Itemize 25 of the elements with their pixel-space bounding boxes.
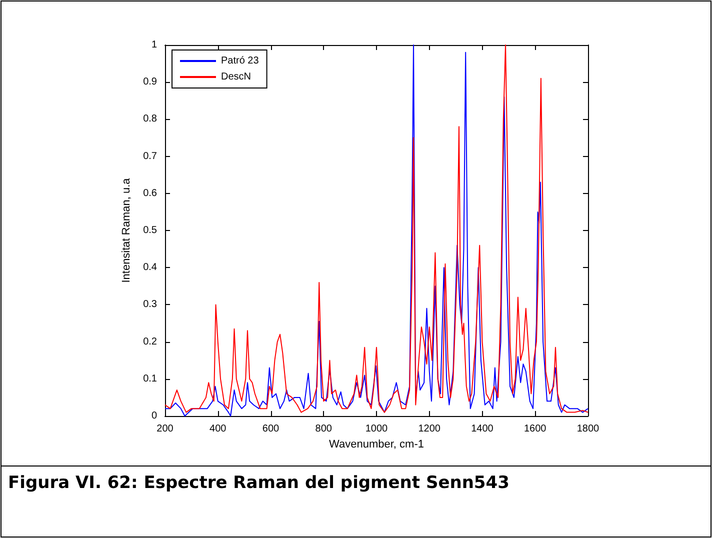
y-tick-label: 1 [151, 40, 158, 50]
y-tick-label: 0.5 [143, 225, 158, 236]
legend-label: DescN [221, 72, 252, 82]
y-tick-label: 0.6 [143, 188, 158, 199]
x-tick-label: 1000 [365, 424, 388, 434]
x-axis-title: Wavenumber, cm-1 [329, 438, 424, 450]
x-tick-label: 1800 [576, 424, 600, 434]
x-tick-label: 1400 [471, 424, 494, 434]
x-tick-label: 200 [156, 424, 174, 434]
y-tick-label: 0.2 [143, 336, 158, 348]
x-tick-label: 600 [262, 424, 280, 434]
legend-label: Patró 23 [221, 56, 260, 66]
x-tick-label: 1600 [524, 424, 547, 434]
y-tick-label: 0.3 [143, 299, 158, 310]
y-tick-label: 0.4 [143, 262, 158, 274]
x-tick-label: 400 [210, 424, 227, 434]
y-tick-label: 0.9 [143, 76, 158, 88]
y-tick-label: 0.1 [143, 373, 158, 384]
y-axis-title: Intensitat Raman, u.a [120, 177, 133, 283]
text: Figura VI. 62: Espectre Raman del pigment Senn543 [8, 473, 510, 493]
y-tick-label: 0 [151, 410, 158, 422]
x-tick-label: 1200 [418, 424, 441, 434]
y-tick-label: 0.7 [143, 150, 158, 162]
y-tick-label: 0.8 [143, 114, 158, 125]
x-tick-label: 800 [315, 424, 332, 434]
